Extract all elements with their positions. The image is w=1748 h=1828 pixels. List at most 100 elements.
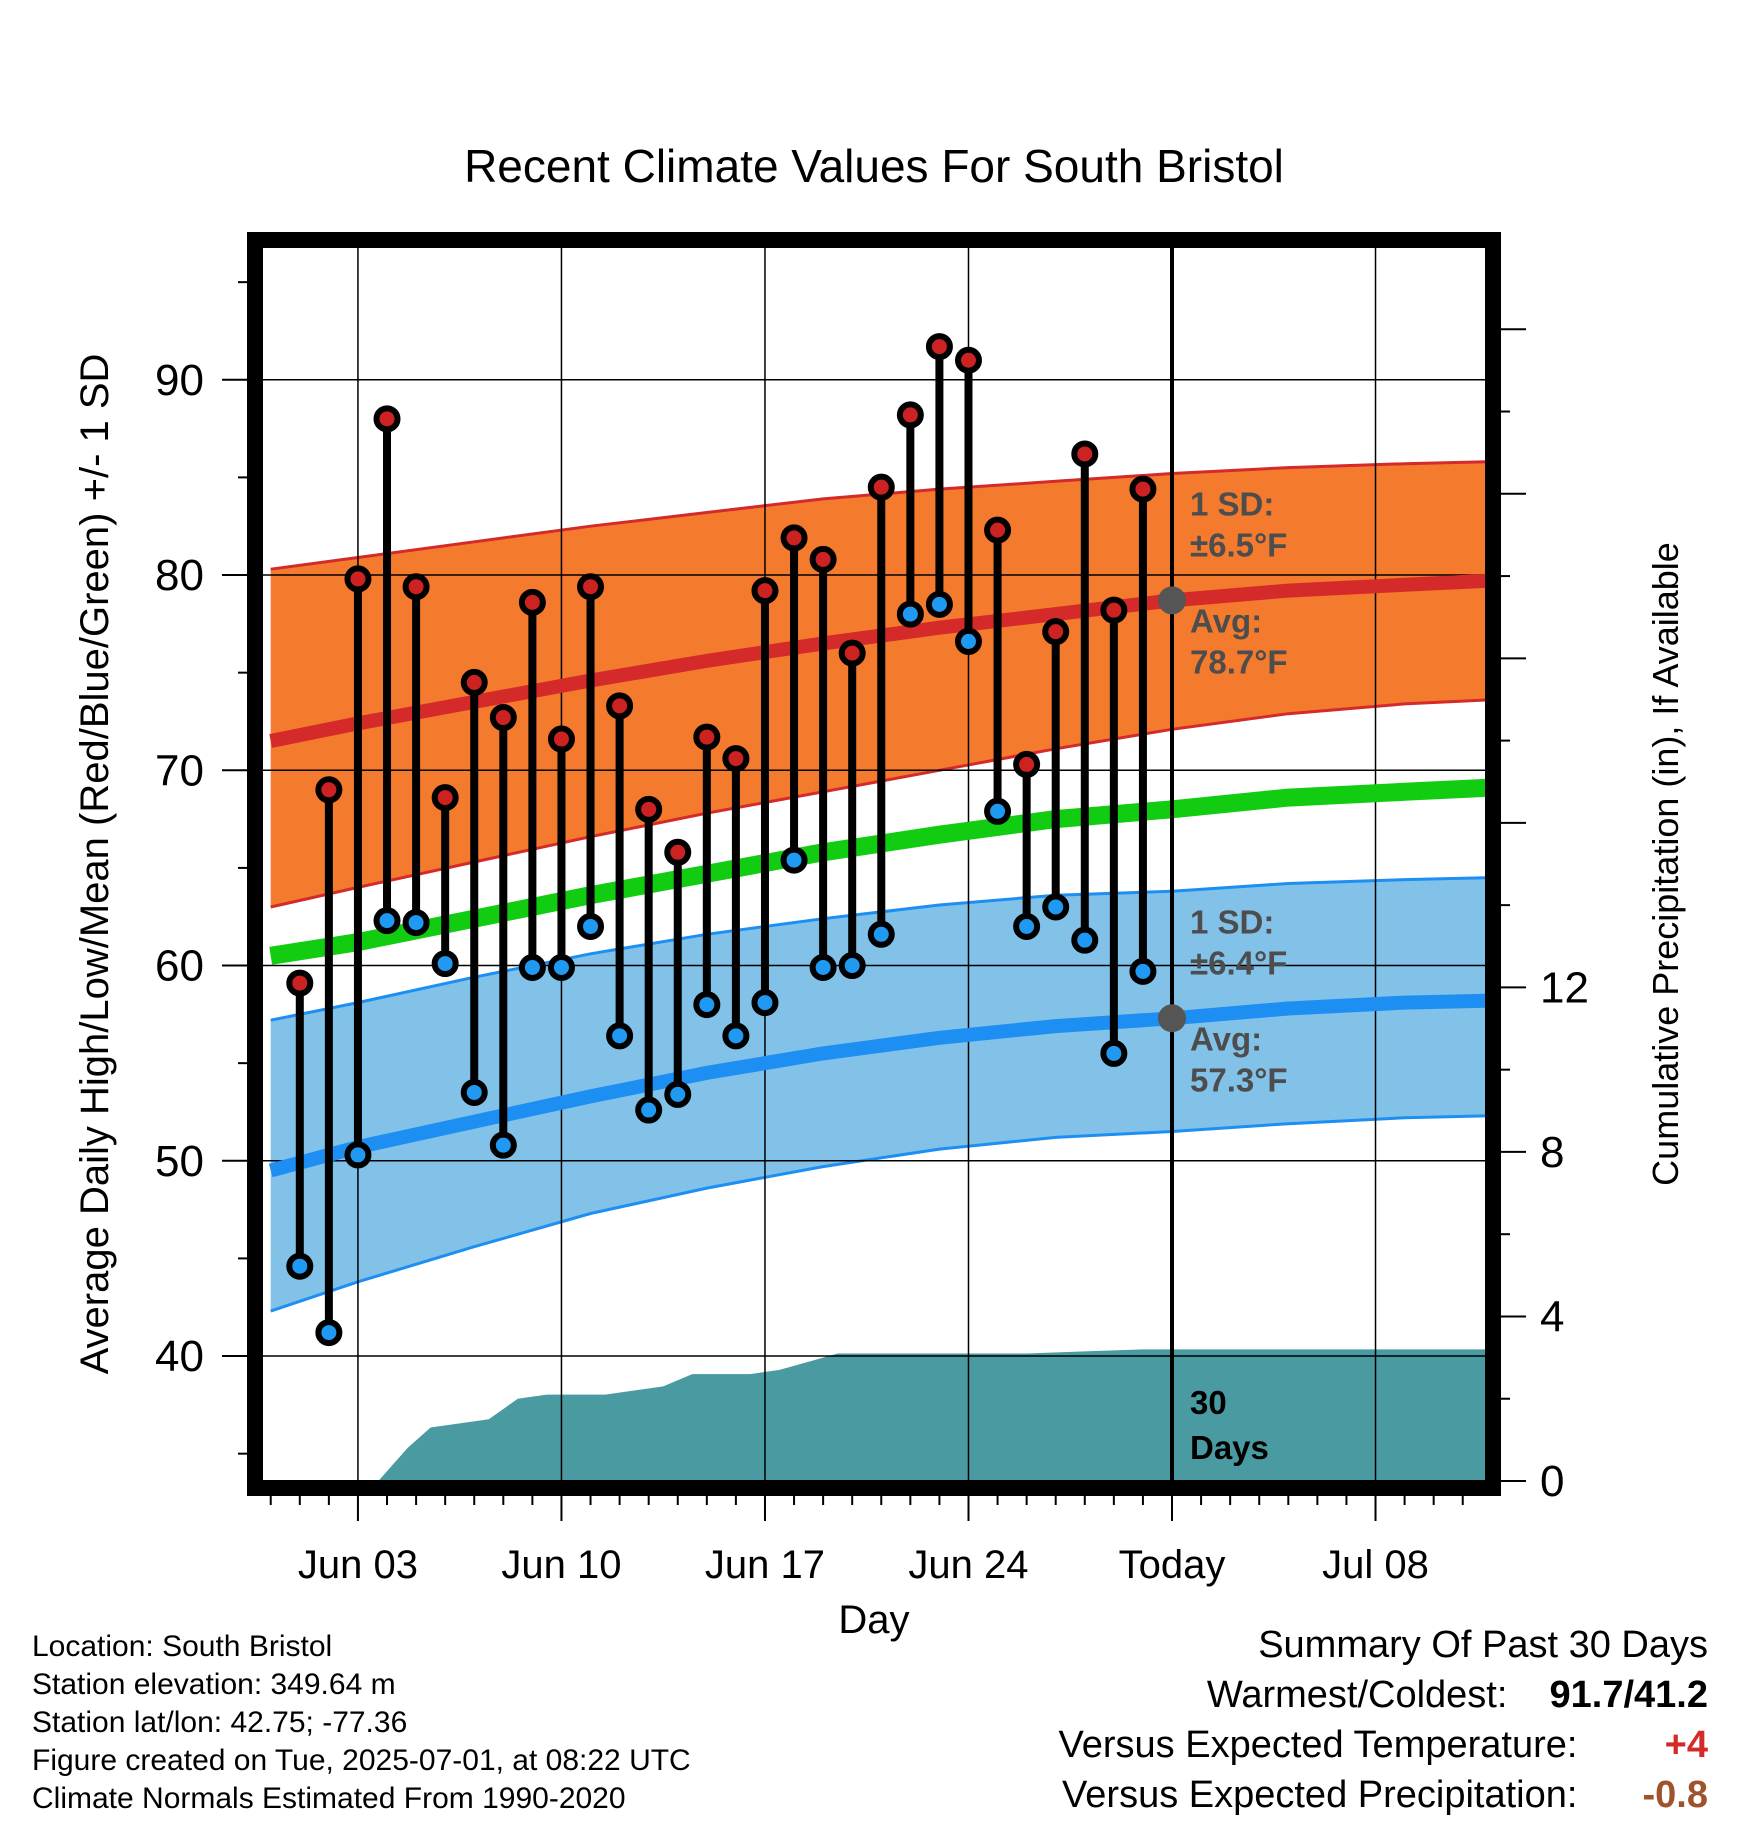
high-avg-annotation: 78.7°F [1190, 643, 1288, 680]
y2-tick-label: 0 [1540, 1457, 1564, 1506]
daily-high-point [896, 401, 924, 429]
low-avg-annotation: 57.3°F [1190, 1061, 1288, 1098]
daily-low-point [1129, 957, 1157, 985]
daily-low-point [780, 846, 808, 874]
daily-high-point [693, 723, 721, 751]
daily-low-point [838, 952, 866, 980]
daily-high-point [925, 333, 953, 361]
daily-high-point [518, 588, 546, 616]
y-tick-label: 90 [155, 356, 204, 405]
daily-low-point [1100, 1039, 1128, 1067]
y2-tick-label: 4 [1540, 1292, 1564, 1341]
daily-high-point [315, 776, 343, 804]
daily-high-point [664, 838, 692, 866]
daily-high-point [460, 668, 488, 696]
daily-high-point [984, 516, 1012, 544]
daily-low-point [867, 920, 895, 948]
y-tick-label: 40 [155, 1332, 204, 1381]
daily-low-point [809, 953, 837, 981]
daily-high-point [344, 565, 372, 593]
daily-high-point [286, 969, 314, 997]
y-axis-title: Average Daily High/Low/Mean (Red/Blue/Gr… [73, 354, 117, 1375]
high-sd-annotation: 1 SD: [1190, 485, 1274, 522]
summary-warm-cold: Warmest/Coldest: 91.7/41.2 [1207, 1674, 1708, 1717]
temp-vs-expected-value: +4 [1664, 1724, 1708, 1766]
daily-high-point [402, 573, 430, 601]
summary-temp: Versus Expected Temperature: +4 [1059, 1724, 1708, 1767]
daily-high-point [751, 577, 779, 605]
y2-axis-title: Cumulative Precipitation (in), If Availa… [1645, 542, 1686, 1186]
y-tick-label: 50 [155, 1137, 204, 1186]
today-days-label: Days [1190, 1429, 1269, 1466]
warm-cold-label: Warmest/Coldest: [1206, 1674, 1508, 1716]
low-sd-annotation: 1 SD: [1190, 903, 1274, 940]
daily-high-point [1013, 750, 1041, 778]
daily-low-point [635, 1096, 663, 1124]
info-latlon: Station lat/lon: 42.75; -77.36 [32, 1706, 408, 1739]
low-avg-marker [1158, 1004, 1187, 1033]
low-sd-annotation: ±6.4°F [1190, 944, 1287, 981]
daily-high-point [954, 346, 982, 374]
daily-low-point [460, 1078, 488, 1106]
low-sd-band [270, 877, 1486, 1312]
x-tick-label: Jun 03 [298, 1543, 418, 1587]
daily-low-point [489, 1131, 517, 1159]
y-tick-label: 60 [155, 942, 204, 991]
daily-low-point [693, 991, 721, 1019]
daily-high-point [489, 704, 517, 732]
x-tick-label: Jul 08 [1322, 1543, 1429, 1587]
y2-tick-label: 8 [1540, 1128, 1564, 1177]
daily-low-point [954, 627, 982, 655]
precip-vs-expected-value: -0.8 [1642, 1774, 1708, 1816]
daily-low-point [751, 989, 779, 1017]
daily-high-point [431, 784, 459, 812]
daily-low-point [925, 590, 953, 618]
daily-high-point [1042, 618, 1070, 646]
daily-low-point [402, 909, 430, 937]
precip-area [262, 1349, 1486, 1481]
daily-low-point [722, 1022, 750, 1050]
daily-low-point [664, 1080, 692, 1108]
daily-low-point [1071, 926, 1099, 954]
daily-high-point [809, 545, 837, 573]
daily-high-point [722, 745, 750, 773]
daily-low-point [606, 1022, 634, 1050]
summary-precip: Versus Expected Precipitation: -0.8 [1062, 1774, 1708, 1817]
daily-high-point [838, 639, 866, 667]
daily-low-point [286, 1252, 314, 1280]
daily-high-point [780, 524, 808, 552]
precip-vs-expected-label: Versus Expected Precipitation: [1062, 1774, 1578, 1816]
daily-high-point [373, 405, 401, 433]
temp-vs-expected-label: Versus Expected Temperature: [1058, 1724, 1578, 1766]
x-axis-title: Day [838, 1598, 909, 1642]
daily-high-point [867, 473, 895, 501]
low-normal-line [268, 993, 1486, 1178]
plot-area [262, 247, 1486, 1481]
low-avg-annotation: Avg: [1190, 1020, 1262, 1057]
daily-low-point [896, 600, 924, 628]
daily-low-point [1042, 893, 1070, 921]
daily-low-point [577, 912, 605, 940]
daily-high-point [635, 795, 663, 823]
daily-low-point [518, 953, 546, 981]
info-location: Location: South Bristol [32, 1630, 333, 1663]
x-tick-label: Today [1119, 1543, 1226, 1587]
daily-low-point [315, 1319, 343, 1347]
daily-low-point [984, 797, 1012, 825]
daily-low-point [373, 907, 401, 935]
x-tick-label: Jun 10 [501, 1543, 621, 1587]
daily-high-point [1071, 440, 1099, 468]
daily-low-point [344, 1141, 372, 1169]
y-tick-label: 80 [155, 551, 204, 600]
info-created: Figure created on Tue, 2025-07-01, at 08… [32, 1744, 691, 1777]
info-elevation: Station elevation: 349.64 m [32, 1668, 396, 1701]
daily-high-point [547, 725, 575, 753]
daily-high-point [577, 573, 605, 601]
y-tick-label: 70 [155, 746, 204, 795]
high-avg-marker [1158, 586, 1187, 615]
chart-title: Recent Climate Values For South Bristol [464, 140, 1284, 192]
low-sd-lower-line [270, 1114, 1486, 1313]
today-days-label: 30 [1190, 1384, 1227, 1421]
daily-low-point [1013, 912, 1041, 940]
